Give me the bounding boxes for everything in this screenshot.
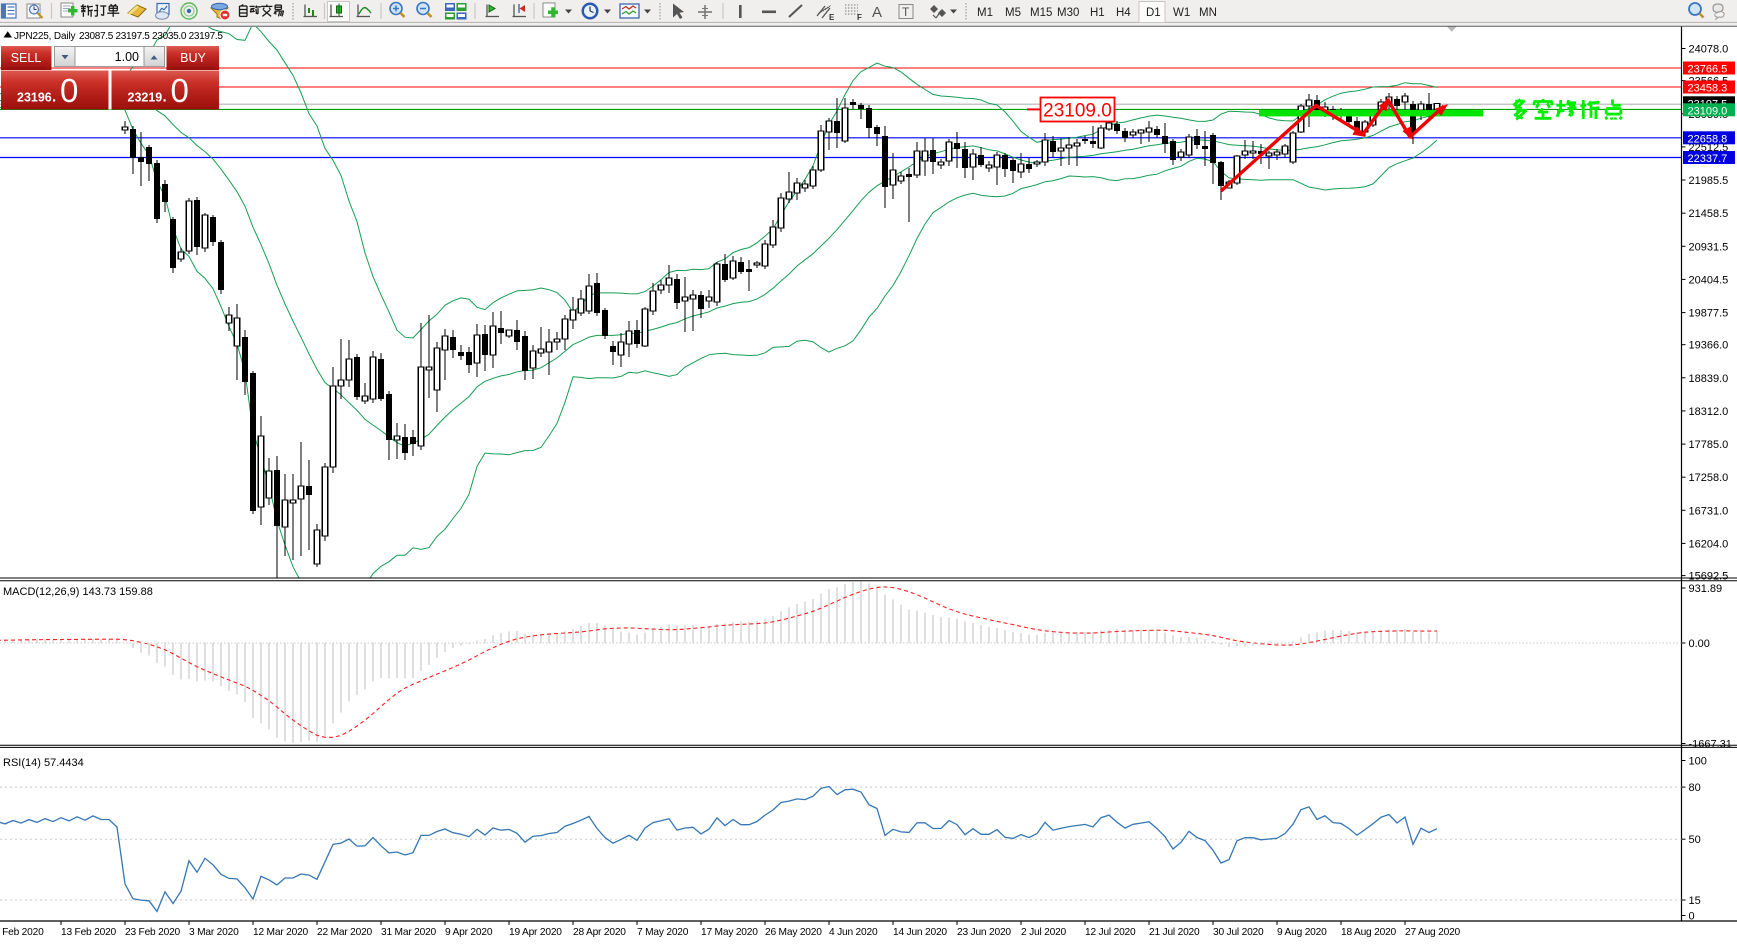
svg-text:0: 0 bbox=[171, 72, 189, 109]
svg-text:F: F bbox=[857, 13, 862, 22]
svg-text:23219: 23219 bbox=[128, 91, 163, 105]
svg-text:-1667.31: -1667.31 bbox=[1689, 739, 1732, 751]
svg-text:22337.7: 22337.7 bbox=[1688, 153, 1728, 165]
svg-text:22 Mar 2020: 22 Mar 2020 bbox=[317, 927, 373, 938]
svg-text:20404.5: 20404.5 bbox=[1689, 274, 1729, 286]
svg-text:M5: M5 bbox=[1005, 7, 1021, 19]
svg-text:19366.0: 19366.0 bbox=[1689, 340, 1729, 352]
svg-text:H4: H4 bbox=[1116, 7, 1131, 19]
svg-text:BUY: BUY bbox=[180, 51, 206, 65]
svg-text:H1: H1 bbox=[1090, 7, 1105, 19]
svg-text:4 Jun 2020: 4 Jun 2020 bbox=[829, 927, 878, 938]
svg-text:23196: 23196 bbox=[17, 91, 52, 105]
svg-text:E: E bbox=[829, 13, 835, 22]
svg-text:16731.0: 16731.0 bbox=[1689, 505, 1729, 517]
svg-text:23 Feb 2020: 23 Feb 2020 bbox=[125, 927, 181, 938]
svg-text:24078.0: 24078.0 bbox=[1689, 44, 1729, 56]
svg-text:0: 0 bbox=[1689, 911, 1695, 923]
svg-text:2 Jul 2020: 2 Jul 2020 bbox=[1021, 927, 1067, 938]
svg-text:23109.0: 23109.0 bbox=[1043, 101, 1112, 122]
svg-text:19877.5: 19877.5 bbox=[1689, 308, 1729, 320]
svg-text:22512.5: 22512.5 bbox=[1689, 142, 1729, 154]
svg-text:15692.5: 15692.5 bbox=[1689, 571, 1729, 583]
svg-text:12 Mar 2020: 12 Mar 2020 bbox=[253, 927, 309, 938]
svg-text:18312.0: 18312.0 bbox=[1689, 406, 1729, 418]
svg-text:T: T bbox=[902, 5, 910, 19]
svg-text:12 Jul 2020: 12 Jul 2020 bbox=[1085, 927, 1136, 938]
svg-text:7 May 2020: 7 May 2020 bbox=[637, 927, 689, 938]
svg-text:21 Jul 2020: 21 Jul 2020 bbox=[1149, 927, 1200, 938]
svg-text:18 Aug 2020: 18 Aug 2020 bbox=[1341, 927, 1397, 938]
svg-text:18839.0: 18839.0 bbox=[1689, 373, 1729, 385]
svg-text:.: . bbox=[52, 89, 56, 106]
svg-text:19 Apr 2020: 19 Apr 2020 bbox=[509, 927, 562, 938]
svg-text:21985.5: 21985.5 bbox=[1689, 175, 1729, 187]
svg-text:RSI(14) 57.4434: RSI(14) 57.4434 bbox=[3, 757, 84, 769]
svg-text:D1: D1 bbox=[1146, 7, 1161, 19]
svg-text:22658.8: 22658.8 bbox=[1688, 133, 1728, 145]
svg-text:14 Jun 2020: 14 Jun 2020 bbox=[893, 927, 947, 938]
svg-text:13 Feb 2020: 13 Feb 2020 bbox=[61, 927, 117, 938]
svg-text:80: 80 bbox=[1689, 782, 1701, 794]
svg-text:SELL: SELL bbox=[11, 51, 42, 65]
svg-text:9 Apr 2020: 9 Apr 2020 bbox=[445, 927, 493, 938]
svg-text:MN: MN bbox=[1199, 7, 1217, 19]
svg-text:16204.0: 16204.0 bbox=[1689, 538, 1729, 550]
svg-text:9 Aug 2020: 9 Aug 2020 bbox=[1277, 927, 1327, 938]
svg-text:27 Aug 2020: 27 Aug 2020 bbox=[1405, 927, 1461, 938]
svg-text:W1: W1 bbox=[1173, 7, 1190, 19]
svg-text:JPN225, Daily: JPN225, Daily bbox=[14, 31, 76, 42]
svg-text:20931.5: 20931.5 bbox=[1689, 241, 1729, 253]
svg-text:23 Jun 2020: 23 Jun 2020 bbox=[957, 927, 1011, 938]
svg-text:4 Feb 2020: 4 Feb 2020 bbox=[0, 927, 44, 938]
svg-text:23109.0: 23109.0 bbox=[1688, 105, 1728, 117]
svg-text:0.00: 0.00 bbox=[1689, 638, 1710, 650]
svg-text:31 Mar 2020: 31 Mar 2020 bbox=[381, 927, 437, 938]
svg-text:17785.0: 17785.0 bbox=[1689, 439, 1729, 451]
svg-text:1.00: 1.00 bbox=[115, 50, 139, 64]
svg-text:23766.5: 23766.5 bbox=[1688, 64, 1728, 76]
svg-text:21458.5: 21458.5 bbox=[1689, 208, 1729, 220]
svg-text:17258.0: 17258.0 bbox=[1689, 472, 1729, 484]
svg-text:0: 0 bbox=[60, 72, 78, 109]
svg-text:17 May 2020: 17 May 2020 bbox=[701, 927, 758, 938]
svg-text:30 Jul 2020: 30 Jul 2020 bbox=[1213, 927, 1264, 938]
svg-text:MACD(12,26,9) 143.73 159.88: MACD(12,26,9) 143.73 159.88 bbox=[3, 586, 153, 598]
svg-text:26 May 2020: 26 May 2020 bbox=[765, 927, 822, 938]
svg-text:M1: M1 bbox=[977, 7, 993, 19]
svg-text:23087.5 23197.5 23035.0 23197.: 23087.5 23197.5 23035.0 23197.5 bbox=[79, 31, 223, 42]
svg-text:3 Mar 2020: 3 Mar 2020 bbox=[189, 927, 239, 938]
svg-text:50: 50 bbox=[1689, 834, 1701, 846]
svg-text:15: 15 bbox=[1689, 895, 1701, 907]
svg-text:931.89: 931.89 bbox=[1689, 583, 1723, 595]
svg-text:A: A bbox=[872, 4, 882, 21]
svg-text:28 Apr 2020: 28 Apr 2020 bbox=[573, 927, 626, 938]
svg-text:100: 100 bbox=[1689, 756, 1707, 768]
svg-text:23458.3: 23458.3 bbox=[1688, 83, 1728, 95]
svg-text:.: . bbox=[163, 89, 167, 106]
svg-text:M15: M15 bbox=[1030, 7, 1052, 19]
svg-text:M30: M30 bbox=[1057, 7, 1079, 19]
